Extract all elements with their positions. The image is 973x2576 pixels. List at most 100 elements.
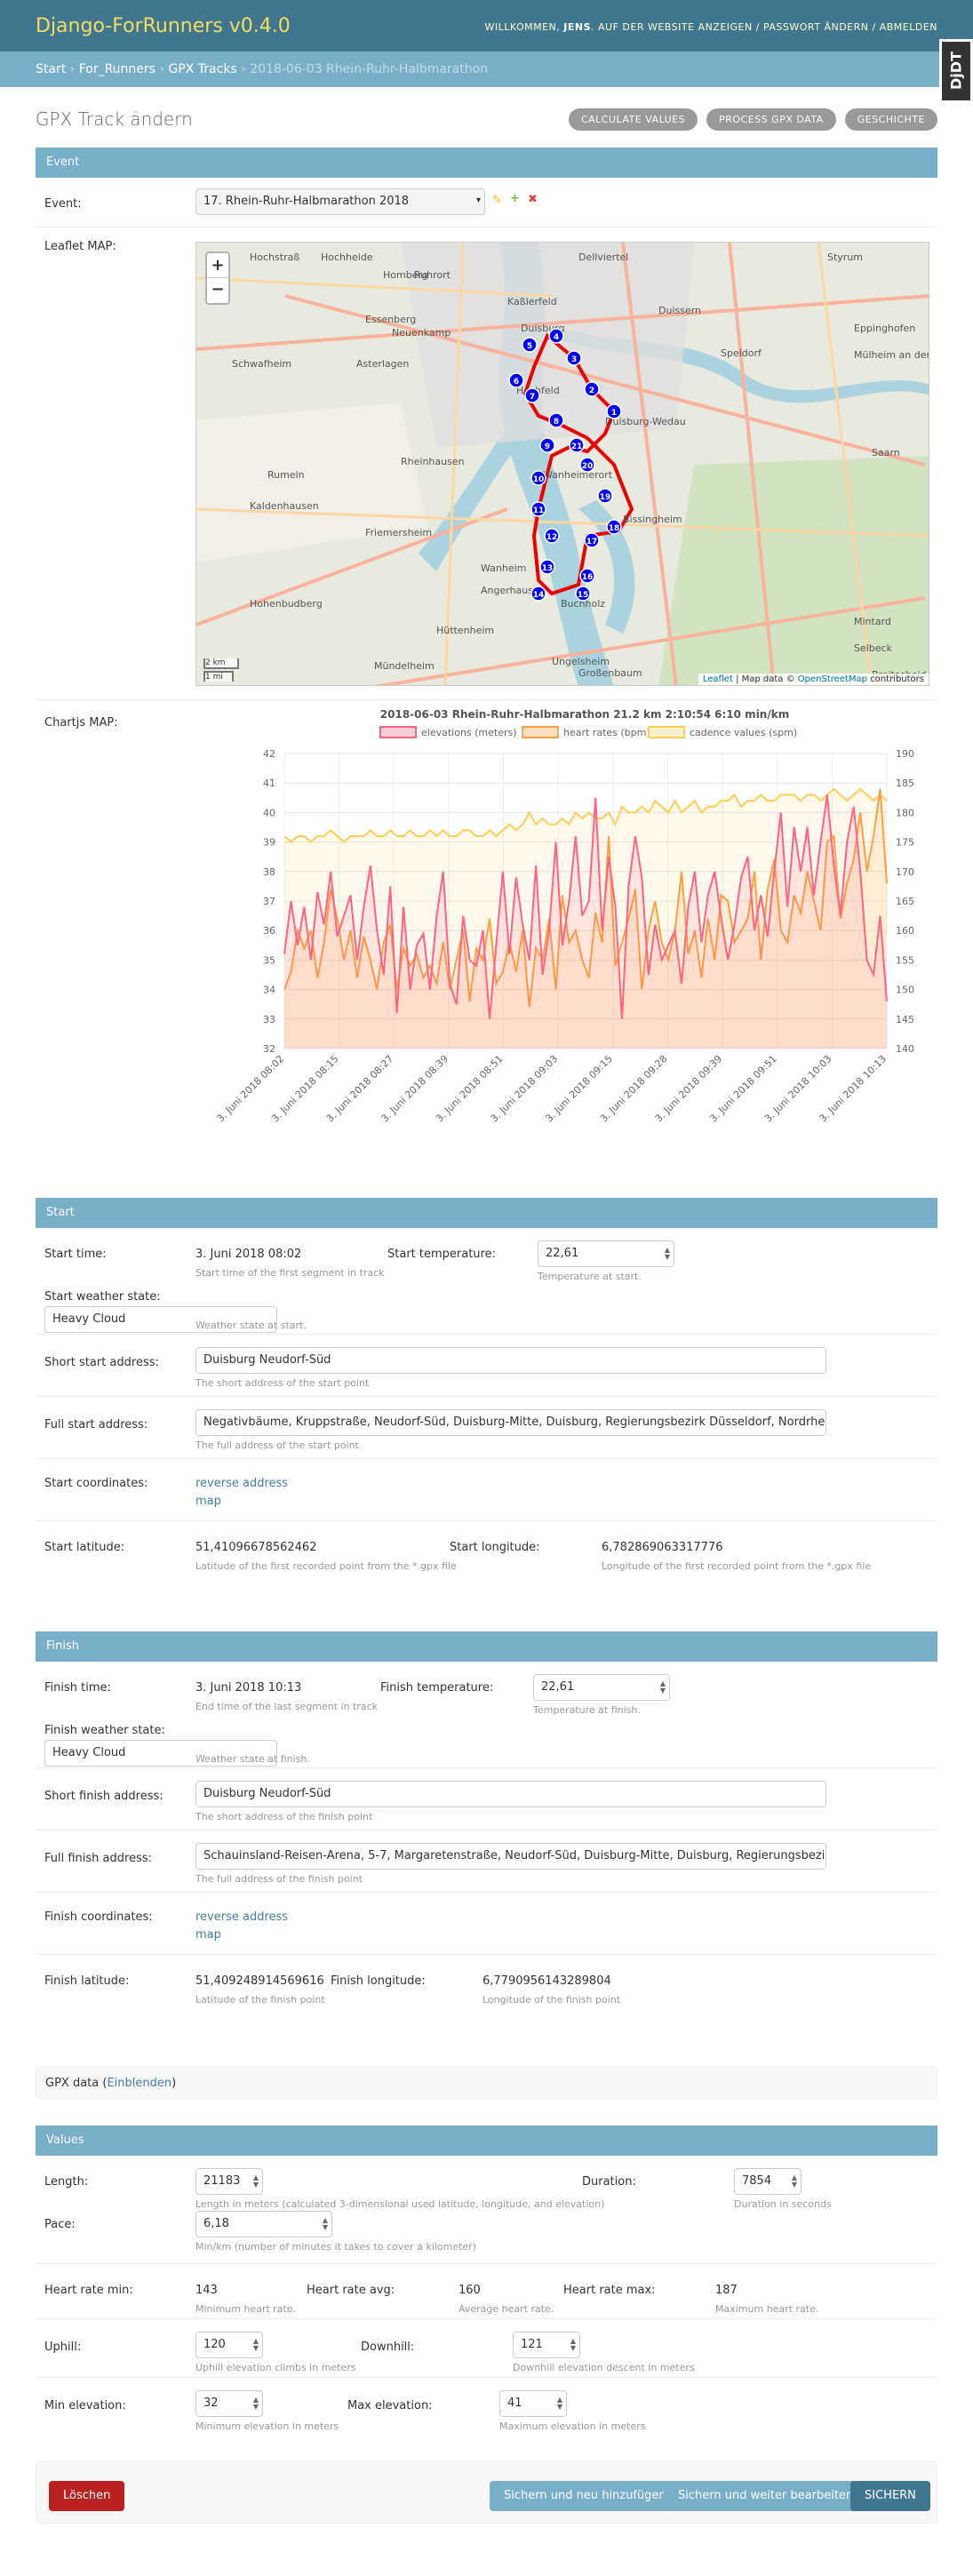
zoom-control: + − <box>205 251 230 305</box>
stepper-icon[interactable]: ▲ ▼ <box>570 2337 576 2352</box>
values-length-row: Length: 21183 ▲ ▼ Length in meters (calcul… <box>36 2156 937 2264</box>
finish-short-input[interactable]: Duisburg Neudorf-Süd <box>195 1781 826 1807</box>
change-password-link[interactable]: PASSWORT ÄNDERN <box>762 21 869 33</box>
debug-toolbar-handle[interactable]: DjDT <box>939 39 973 103</box>
track-marker[interactable] <box>548 328 564 344</box>
start-reverse-address-link[interactable]: reverse address <box>195 1477 289 1490</box>
track-marker-label: 12 <box>546 533 558 542</box>
track-marker[interactable] <box>548 412 564 428</box>
stepper-icon[interactable]: ▲ ▼ <box>791 2173 797 2189</box>
logout-link[interactable]: ABMELDEN <box>879 21 937 33</box>
track-marker[interactable] <box>606 403 622 419</box>
stepper-icon[interactable]: ▲ ▼ <box>252 2337 259 2352</box>
start-full-input[interactable]: Negativbäume, Kruppstraße, Neudorf-Süd, … <box>195 1409 826 1436</box>
stepper-icon[interactable]: ▲ ▼ <box>322 2216 328 2231</box>
pace-help: Min/km (number of minutes it takes to co… <box>195 2241 476 2253</box>
history-button[interactable]: GESCHICHTE <box>844 108 937 131</box>
finish-full-input[interactable]: Schauinsland-Reisen-Arena, 5-7, Margaret… <box>195 1843 826 1870</box>
stepper-icon[interactable]: ▲ ▼ <box>556 2396 562 2411</box>
legend-swatch[interactable] <box>522 726 559 738</box>
gpx-data-toggle-link[interactable]: Einblenden <box>107 2077 172 2090</box>
calculate-values-button[interactable]: CALCULATE VALUES <box>568 108 698 131</box>
map-place-label: Kaßlerfeld <box>507 296 557 307</box>
track-marker[interactable] <box>597 488 613 504</box>
finish-temp-input[interactable]: 22,61 ▲ ▼ <box>533 1674 670 1701</box>
edit-pencil-icon[interactable]: ✎ <box>492 194 502 207</box>
track-marker-label: 2 <box>589 387 594 395</box>
track-marker[interactable] <box>522 337 538 353</box>
pace-input[interactable]: 6,18 ▲ ▼ <box>195 2211 332 2237</box>
track-marker-label: 18 <box>609 524 620 533</box>
map-place-label: Selbeck <box>854 642 893 654</box>
downhill-value: 121 <box>521 2338 543 2351</box>
maxel-label: Max elevation: <box>347 2399 433 2413</box>
track-marker[interactable] <box>524 387 540 403</box>
leaflet-map[interactable]: Homberg Ruhrort Hochstraß Hochheide Kaßlerfe… <box>195 242 929 686</box>
track-marker[interactable] <box>530 501 546 517</box>
stepper-icon[interactable]: ▲ ▼ <box>252 2173 259 2189</box>
attribution-leaflet-link[interactable]: Leaflet <box>702 674 733 684</box>
y-left-tick: 39 <box>263 837 275 849</box>
attribution-osm-link[interactable]: OpenStreetMap <box>797 674 867 684</box>
process-gpx-button[interactable]: PROCESS GPX DATA <box>706 108 836 131</box>
stepper-icon[interactable]: ▲ ▼ <box>659 1679 666 1695</box>
site-title[interactable]: Django-ForRunners v0.4.0 <box>36 15 291 37</box>
start-temp-input[interactable]: 22,61 ▲ ▼ <box>538 1240 674 1267</box>
track-marker[interactable] <box>584 532 600 548</box>
start-full-label: Full start address: <box>44 1418 148 1432</box>
track-marker[interactable] <box>544 528 560 544</box>
save-add-button[interactable]: Sichern und neu hinzufügen <box>490 2481 681 2511</box>
track-marker[interactable] <box>530 586 546 602</box>
uphill-input[interactable]: 120 ▲ ▼ <box>195 2332 263 2358</box>
event-select[interactable]: 17. Rhein-Ruhr-Halbmarathon 2018 <box>195 188 485 215</box>
finish-map-link[interactable]: map <box>195 1928 221 1942</box>
start-heading: Start <box>36 1198 937 1228</box>
track-marker-label: 19 <box>600 493 611 502</box>
delete-button[interactable]: Löschen <box>49 2481 125 2511</box>
track-marker[interactable] <box>584 381 600 397</box>
legend-swatch[interactable] <box>648 726 685 738</box>
length-input[interactable]: 21183 ▲ ▼ <box>195 2168 263 2195</box>
start-lon-help: Longitude of the first recorded point fr… <box>602 1560 872 1572</box>
view-site-link[interactable]: AUF DER WEBSITE ANZEIGEN <box>598 21 753 33</box>
track-marker[interactable] <box>579 457 595 473</box>
map-place-label: Duissern <box>658 305 701 316</box>
maxel-input[interactable]: 41 ▲ ▼ <box>499 2390 567 2417</box>
minel-input[interactable]: 32 ▲ ▼ <box>195 2390 263 2417</box>
minel-label: Min elevation: <box>44 2399 126 2413</box>
duration-input[interactable]: 7854 ▲ ▼ <box>734 2168 802 2195</box>
start-map-link[interactable]: map <box>195 1495 221 1508</box>
start-short-input[interactable]: Duisburg Neudorf-Süd <box>195 1347 826 1374</box>
track-marker-label: 13 <box>542 564 554 573</box>
zoom-out-button[interactable]: − <box>211 280 225 299</box>
breadcrumb-app[interactable]: For_Runners <box>78 62 156 76</box>
start-fieldset: Start Start time: 3. Juni 2018 08:02 Sta… <box>36 1198 937 1610</box>
save-continue-button[interactable]: Sichern und weiter bearbeiten <box>664 2481 868 2511</box>
track-marker[interactable] <box>530 470 546 486</box>
start-weather-input[interactable]: Heavy Cloud <box>44 1306 277 1333</box>
delete-x-icon[interactable]: ✖ <box>528 193 538 206</box>
stepper-icon[interactable]: ▲ ▼ <box>664 1246 670 1261</box>
y-right-tick: 190 <box>896 748 914 760</box>
zoom-in-button[interactable]: + <box>207 253 228 278</box>
map-place-label: Kaldenhausen <box>250 500 319 512</box>
finish-reverse-address-link[interactable]: reverse address <box>195 1910 289 1924</box>
breadcrumb-model[interactable]: GPX Tracks <box>168 62 237 76</box>
track-marker[interactable] <box>539 437 555 453</box>
finish-weather-input[interactable]: Heavy Cloud <box>44 1740 277 1767</box>
stepper-icon[interactable]: ▲ ▼ <box>252 2396 259 2411</box>
track-marker[interactable] <box>606 519 622 535</box>
track-marker[interactable] <box>566 350 582 366</box>
track-marker[interactable] <box>569 437 585 453</box>
downhill-input[interactable]: 121 ▲ ▼ <box>513 2332 580 2358</box>
track-marker[interactable] <box>575 586 591 602</box>
track-marker[interactable] <box>508 372 524 388</box>
y-right-tick: 185 <box>896 778 914 789</box>
track-marker[interactable] <box>579 568 595 584</box>
breadcrumb-start[interactable]: Start <box>36 62 67 76</box>
save-button[interactable]: SICHERN <box>850 2481 930 2511</box>
track-marker[interactable] <box>539 559 555 575</box>
legend-swatch[interactable] <box>379 726 417 738</box>
add-plus-icon[interactable]: + <box>510 192 520 205</box>
